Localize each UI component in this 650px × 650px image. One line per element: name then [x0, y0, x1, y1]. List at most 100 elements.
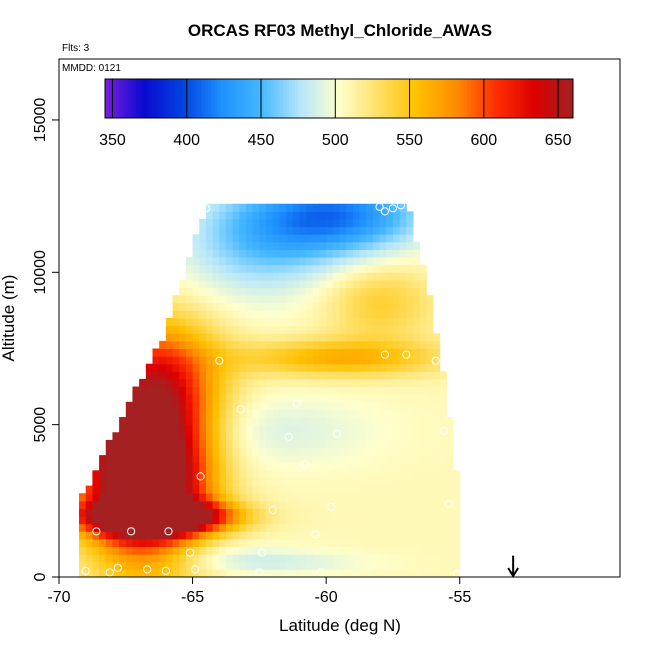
sample-point — [185, 548, 194, 557]
heatmap-cell — [386, 409, 394, 418]
heatmap-cell — [252, 401, 260, 410]
heatmap-cell — [286, 531, 294, 540]
heatmap-cell — [205, 218, 214, 228]
heatmap-cell — [286, 477, 294, 487]
heatmap-cell — [359, 310, 367, 319]
heatmap-cell — [412, 325, 421, 334]
heatmap-cell — [185, 516, 194, 525]
heatmap-cell — [326, 538, 334, 548]
colorbar-segment — [566, 79, 571, 118]
colorbar-segment — [161, 79, 165, 118]
heatmap-cell — [165, 531, 174, 540]
heatmap-cell — [152, 409, 160, 418]
heatmap-cell — [299, 386, 307, 395]
heatmap-cell — [272, 340, 280, 349]
heatmap-cell — [326, 546, 334, 555]
heatmap-cell — [332, 249, 340, 258]
heatmap-cell — [299, 493, 307, 502]
heatmap-cell — [406, 401, 414, 410]
heatmap-cell — [386, 218, 394, 228]
heatmap-cell — [366, 409, 374, 418]
heatmap-cell — [292, 257, 300, 266]
heatmap-cell — [272, 432, 280, 441]
heatmap-cell — [426, 318, 434, 327]
heatmap-cell — [292, 234, 300, 243]
heatmap-cell — [272, 516, 280, 525]
heatmap-cell — [205, 500, 214, 509]
heatmap-cell — [219, 493, 227, 502]
heatmap-cell — [392, 455, 401, 464]
heatmap-cell — [292, 302, 300, 311]
x-axis-title: Latitude (deg N) — [279, 616, 401, 635]
heatmap-cell — [292, 218, 300, 228]
heatmap-cell — [412, 508, 421, 517]
heatmap-cell — [192, 546, 200, 555]
heatmap-cell — [225, 295, 234, 304]
heatmap-cell — [246, 203, 254, 212]
heatmap-cell — [185, 394, 194, 403]
colorbar-segment — [320, 79, 324, 118]
heatmap-cell — [99, 500, 107, 509]
heatmap-cell — [412, 295, 421, 304]
heatmap-cell — [359, 241, 367, 250]
heatmap-cell — [139, 569, 147, 578]
heatmap-cell — [199, 234, 207, 243]
heatmap-cell — [272, 363, 280, 372]
heatmap-cell — [299, 554, 307, 563]
heatmap-cell — [205, 546, 214, 555]
heatmap-cell — [319, 455, 327, 464]
heatmap-cell — [232, 241, 240, 250]
heatmap-cell — [386, 477, 394, 487]
heatmap-cell — [359, 203, 367, 212]
heatmap-cell — [426, 325, 434, 334]
heatmap-cell — [352, 561, 361, 570]
heatmap-cell — [306, 569, 314, 578]
heatmap-cell — [199, 523, 207, 532]
heatmap-cell — [212, 508, 220, 517]
colorbar-segment — [133, 79, 137, 118]
heatmap-cell — [366, 538, 374, 548]
heatmap-cell — [352, 508, 361, 517]
heatmap-cell — [406, 249, 414, 258]
heatmap-cell — [446, 493, 454, 502]
heatmap-cell — [152, 477, 160, 487]
heatmap-cell — [319, 500, 327, 509]
heatmap-cell — [392, 432, 401, 441]
heatmap-cell — [239, 546, 247, 555]
heatmap-cell — [392, 500, 401, 509]
heatmap-cell — [412, 455, 421, 464]
heatmap-cell — [192, 409, 200, 418]
heatmap-cell — [239, 432, 247, 441]
heatmap-cell — [339, 455, 347, 464]
heatmap-cell — [259, 218, 267, 228]
heatmap-cell — [312, 325, 320, 334]
heatmap-cell — [306, 394, 314, 403]
heatmap-cell — [286, 500, 294, 509]
heatmap-cell — [239, 554, 247, 563]
heatmap-cell — [366, 310, 374, 319]
heatmap-cell — [159, 531, 167, 540]
heatmap-cell — [172, 424, 180, 433]
heatmap-cell — [246, 272, 254, 281]
heatmap-cell — [179, 295, 187, 304]
heatmap-cell — [372, 378, 381, 388]
heatmap-cell — [232, 257, 240, 266]
heatmap-cell — [386, 569, 394, 578]
heatmap-cell — [399, 417, 407, 426]
heatmap-cell — [152, 561, 160, 570]
heatmap-cell — [239, 500, 247, 509]
heatmap-cell — [399, 318, 407, 327]
heatmap-cell — [119, 439, 127, 448]
heatmap-cell — [159, 378, 167, 388]
heatmap-cell — [366, 272, 374, 281]
heatmap-cell — [179, 439, 187, 448]
heatmap-cell — [379, 226, 387, 235]
colorbar-segment — [423, 79, 427, 118]
sample-point — [201, 204, 210, 213]
heatmap-cell — [439, 417, 447, 426]
heatmap-cell — [399, 546, 407, 555]
heatmap-cell — [372, 333, 381, 342]
heatmap-cell — [299, 531, 307, 540]
heatmap-cell — [99, 455, 107, 464]
heatmap-cell — [366, 523, 374, 532]
